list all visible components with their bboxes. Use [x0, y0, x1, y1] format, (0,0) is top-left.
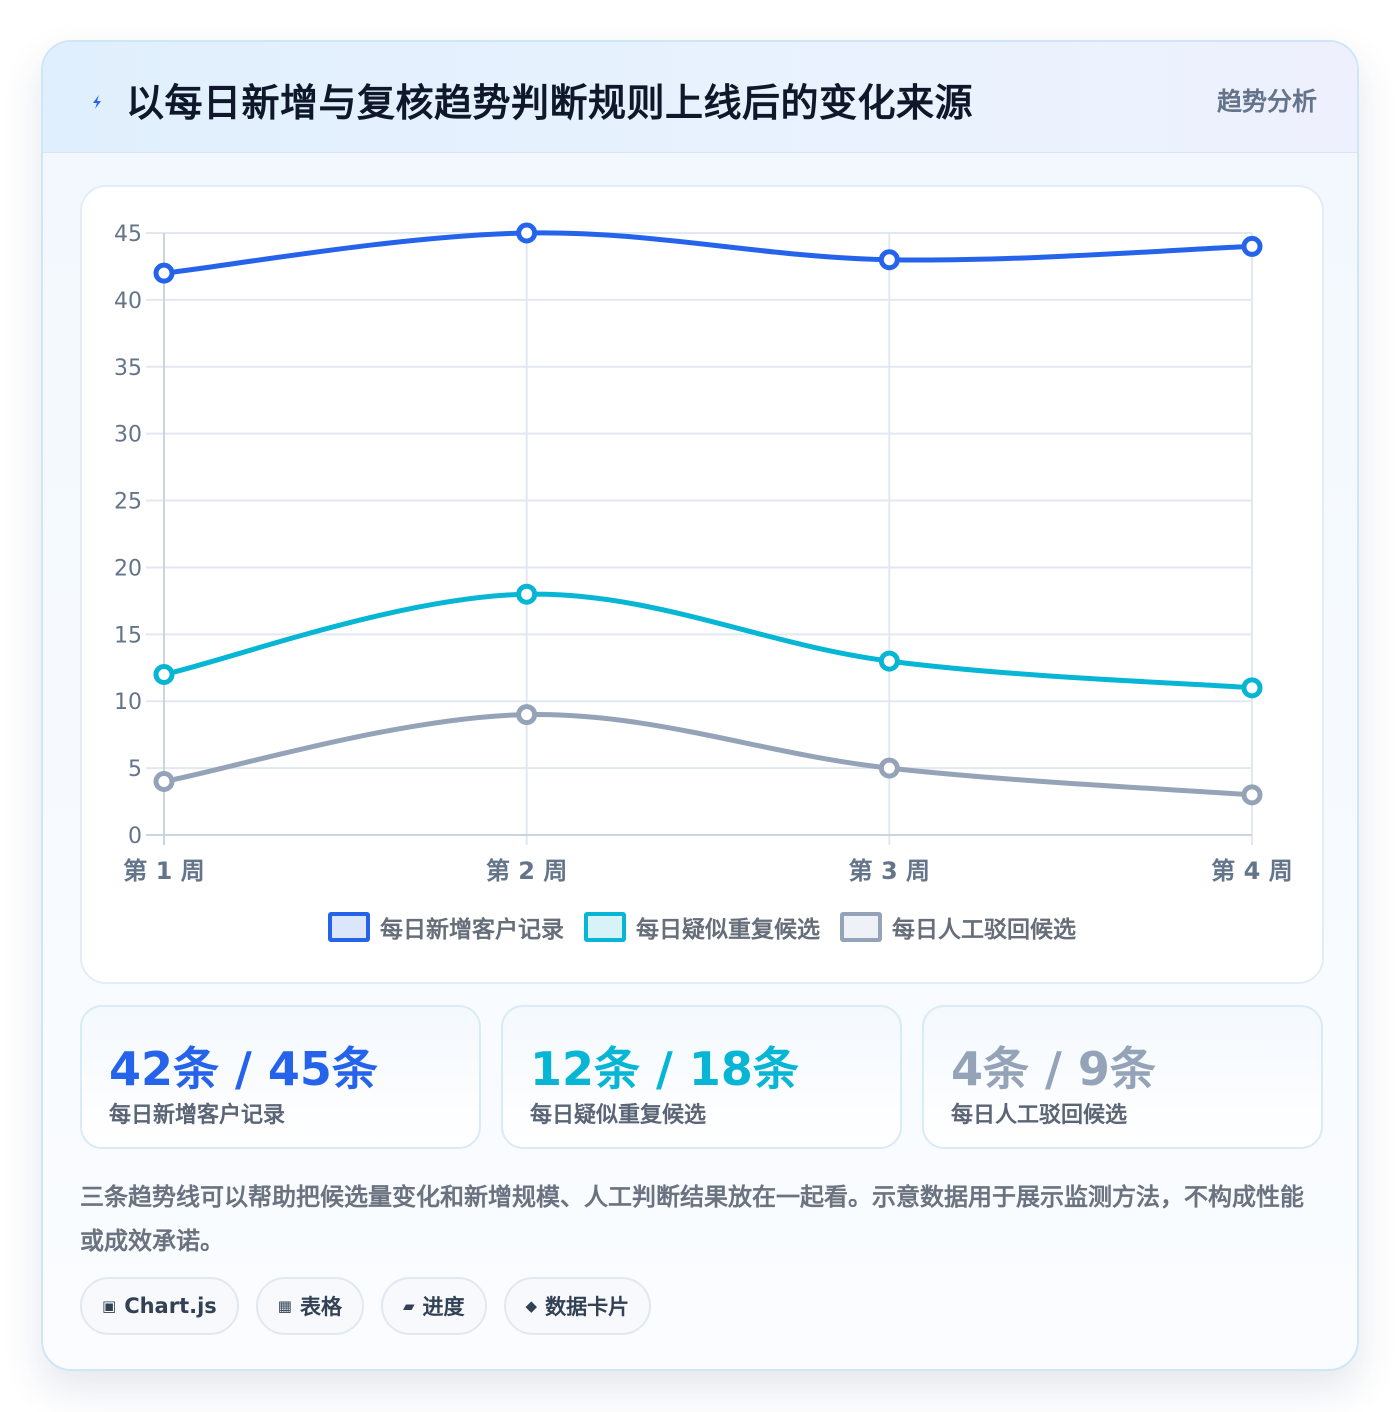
- y-tick-label: 25: [114, 490, 142, 515]
- tag-table[interactable]: ▦ 表格: [255, 1277, 364, 1335]
- tag-label: 进度: [422, 1295, 465, 1319]
- tag-chartjs[interactable]: ▣ Chart.js: [80, 1277, 239, 1335]
- chart-legend: 每日新增客户记录 每日疑似重复候选 每日人工驳回候选: [82, 905, 1322, 949]
- stat-label: 每日新增客户记录: [109, 1103, 286, 1128]
- table-icon: ▦: [277, 1297, 292, 1315]
- stats-row: 42条 / 45条 每日新增客户记录 12条 / 18条 每日疑似重复候选 4条…: [80, 1005, 1324, 1149]
- trend-card: 以每日新增与复核趋势判断规则上线后的变化来源 趋势分析 0 5 10 15 20 25 30…: [41, 40, 1359, 1371]
- series-line-3: [161, 712, 1255, 798]
- legend-swatch: [584, 912, 626, 942]
- legend-label: 每日人工驳回候选: [892, 917, 1076, 943]
- data-point: [1241, 677, 1263, 699]
- x-tick-label: 第 4 周: [1211, 857, 1292, 885]
- data-point: [878, 650, 900, 672]
- bolt-icon: [93, 95, 101, 109]
- y-tick-label: 30: [114, 423, 142, 448]
- page-title: 以每日新增与复核趋势判断规则上线后的变化来源: [126, 81, 974, 125]
- y-tick-label: 0: [128, 824, 142, 849]
- legend-swatch: [328, 912, 370, 942]
- tag-label: 数据卡片: [545, 1295, 630, 1319]
- legend-label: 每日新增客户记录: [380, 917, 564, 943]
- diamond-icon: ◆: [525, 1297, 538, 1315]
- y-tick-label: 5: [128, 757, 142, 782]
- legend-item-series-2[interactable]: 每日疑似重复候选: [584, 910, 820, 944]
- stat-value: 4条 / 9条: [951, 1042, 1156, 1096]
- chart-icon: ▣: [102, 1297, 117, 1315]
- data-point: [878, 757, 900, 779]
- y-tick-label: 40: [114, 289, 142, 314]
- y-tick-label: 45: [114, 222, 142, 247]
- data-point: [1241, 235, 1263, 257]
- tag-progress[interactable]: ▰ 进度: [380, 1277, 487, 1335]
- data-point: [516, 704, 538, 726]
- chart-panel: 0 5 10 15 20 25 30 35 40 45 第 1 周 第 2 周 第 3 周 第 4 周 每…: [80, 185, 1324, 984]
- data-point: [878, 249, 900, 271]
- stat-value: 42条 / 45条: [109, 1042, 378, 1096]
- line-chart: 0 5 10 15 20 25 30 35 40 45 第 1 周 第 2 周 第 3 周 第 4 周: [114, 222, 1293, 885]
- data-point: [516, 222, 538, 244]
- stat-label: 每日疑似重复候选: [530, 1103, 707, 1128]
- legend-item-series-1[interactable]: 每日新增客户记录: [328, 910, 564, 944]
- stat-card-rejections: 4条 / 9条 每日人工驳回候选: [922, 1005, 1323, 1149]
- x-tick-label: 第 1 周: [123, 857, 204, 885]
- legend-item-series-3[interactable]: 每日人工驳回候选: [840, 910, 1076, 944]
- data-point: [1241, 784, 1263, 806]
- description-note: 三条趋势线可以帮助把候选量变化和新增规模、人工判断结果放在一起看。示意数据用于展…: [80, 1183, 1304, 1255]
- y-tick-label: 35: [114, 356, 142, 381]
- data-point: [153, 770, 175, 792]
- x-tick-label: 第 2 周: [486, 857, 567, 885]
- tag-data-card[interactable]: ◆ 数据卡片: [503, 1277, 652, 1335]
- legend-label: 每日疑似重复候选: [636, 917, 820, 943]
- data-point: [153, 262, 175, 284]
- y-tick-label: 10: [114, 690, 142, 715]
- tag-label: Chart.js: [124, 1294, 217, 1318]
- section-badge: 趋势分析: [1216, 87, 1317, 116]
- stat-label: 每日人工驳回候选: [951, 1103, 1128, 1128]
- legend-swatch: [840, 912, 882, 942]
- stat-card-new-records: 42条 / 45条 每日新增客户记录: [80, 1005, 481, 1149]
- stat-card-duplicates: 12条 / 18条 每日疑似重复候选: [501, 1005, 902, 1149]
- tag-list: ▣ Chart.js ▦ 表格 ▰ 进度 ◆ 数据卡片: [80, 1277, 652, 1335]
- y-tick-label: 15: [114, 623, 142, 648]
- tag-label: 表格: [299, 1295, 342, 1319]
- card-header: 以每日新增与复核趋势判断规则上线后的变化来源 趋势分析: [43, 42, 1357, 153]
- series-line-2: [161, 591, 1255, 691]
- stat-value: 12条 / 18条: [530, 1042, 799, 1096]
- data-point: [153, 663, 175, 685]
- data-point: [516, 583, 538, 605]
- x-tick-label: 第 3 周: [849, 857, 930, 885]
- y-tick-label: 20: [114, 556, 142, 581]
- series-line-1: [161, 230, 1255, 276]
- progress-icon: ▰: [402, 1297, 415, 1315]
